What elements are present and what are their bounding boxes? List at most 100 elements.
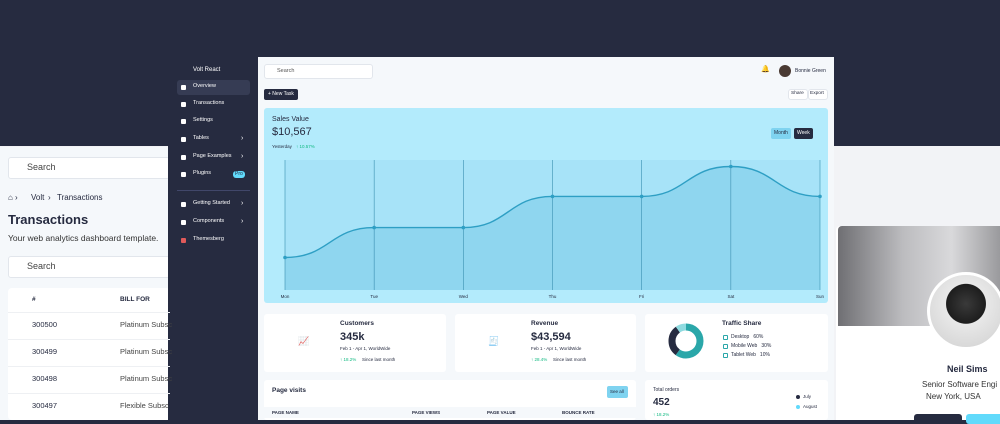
table-header: PAGE NAME <box>272 410 299 415</box>
row-bill: Platinum Subsc <box>120 320 173 329</box>
chevron[interactable]: › <box>241 153 244 160</box>
legend-name: Tablet Web <box>731 352 756 358</box>
donut-segment <box>668 323 704 359</box>
search-placeholder[interactable]: Search <box>27 162 56 172</box>
chevron[interactable]: › <box>241 218 244 225</box>
nav-icon <box>181 85 186 90</box>
chevron[interactable]: › <box>241 200 244 207</box>
nav-icon <box>181 119 186 124</box>
row-separator <box>8 366 170 367</box>
legend-icon <box>723 335 728 340</box>
legend-value: 60% <box>753 334 764 340</box>
revenue-card <box>455 314 636 372</box>
x-tick-label: Thu <box>549 294 557 299</box>
nav-icon <box>181 172 186 177</box>
point <box>372 225 376 230</box>
nav-item[interactable]: Settings <box>193 117 213 123</box>
new-task-label[interactable]: + New Task <box>268 91 294 97</box>
month-toggle[interactable] <box>771 128 791 139</box>
row-bill: Platinum Subsc <box>120 347 173 356</box>
table-header: PAGE VIEWS <box>412 410 441 415</box>
legend-name: Desktop <box>731 334 750 340</box>
nav-item[interactable]: Transactions <box>193 100 225 106</box>
point <box>729 164 733 169</box>
row-separator <box>8 393 170 394</box>
x-tick-label: Tue <box>370 294 378 299</box>
share-button[interactable] <box>788 89 808 100</box>
traffic-title: Traffic Share <box>722 320 762 327</box>
nav-item[interactable]: Overview <box>193 83 216 89</box>
chart-period: Yesterday <box>272 144 292 149</box>
orders-value: 452 <box>653 397 670 408</box>
x-tick-label: Fri <box>639 294 644 299</box>
page-title: Transactions <box>8 212 89 227</box>
breadcrumb[interactable]: Volt <box>31 193 45 202</box>
new-task-button[interactable] <box>264 89 298 100</box>
row-id: 300499 <box>32 347 58 356</box>
nav-icon <box>181 202 186 207</box>
orders-title: Total orders <box>653 387 680 393</box>
connect-button[interactable] <box>914 414 962 424</box>
nav-item[interactable]: Getting Started <box>193 200 230 206</box>
chevron[interactable]: › <box>241 135 244 142</box>
table-header: PAGE VALUE <box>487 410 516 415</box>
table-header: BOUNCE RATE <box>562 410 595 415</box>
week-toggle[interactable] <box>794 128 813 139</box>
week-label[interactable]: Week <box>797 130 810 136</box>
page-visits-title: Page visits <box>272 387 306 394</box>
customers-card <box>264 314 446 372</box>
nav-icon <box>181 155 186 160</box>
active-item-bg <box>177 80 250 95</box>
search-placeholder[interactable]: Search <box>277 68 295 74</box>
search-box[interactable] <box>264 64 373 79</box>
row-separator <box>8 312 170 313</box>
nav-icon <box>181 137 186 142</box>
sales-chart: Mon Tue Wed Thu Fri Sat Sun <box>281 160 824 299</box>
card-period: Feb 1 - Apr 1, WorldWide <box>340 346 391 351</box>
message-button[interactable] <box>966 414 1000 424</box>
nav-item[interactable]: Tables <box>193 135 209 141</box>
nav-item[interactable]: Page Examples <box>193 153 232 159</box>
separator <box>177 190 250 191</box>
brand[interactable]: Volt React <box>193 67 221 73</box>
profile-role: Senior Software Engi <box>922 380 998 389</box>
revenue-icon: 🧾 <box>488 336 500 346</box>
nav-icon <box>181 238 186 243</box>
user-name[interactable]: Bonnie Green <box>795 68 826 74</box>
search-placeholder[interactable]: Search <box>27 261 56 271</box>
table-head-bg <box>264 407 636 418</box>
legend-label: July <box>803 394 812 399</box>
card-title: Revenue <box>531 320 559 327</box>
x-tick-label: Mon <box>281 294 290 299</box>
home-icon[interactable]: ⌂ › <box>8 193 18 202</box>
legend-value: 30% <box>761 343 772 349</box>
nav-item[interactable]: Plugins <box>193 170 212 176</box>
bell-icon[interactable]: 🔔 <box>761 66 770 73</box>
nav-item[interactable]: Themesberg <box>193 236 224 242</box>
card-note: Since last month <box>362 357 396 362</box>
share-label[interactable]: Share <box>791 91 804 96</box>
nav-icon <box>181 102 186 107</box>
see-all-button[interactable] <box>607 386 628 398</box>
donut-segment <box>668 323 704 359</box>
user-avatar[interactable] <box>779 65 791 77</box>
breadcrumb-sep: › <box>48 193 51 202</box>
card-value: 345k <box>340 331 365 343</box>
legend-value: 10% <box>759 352 770 358</box>
export-button[interactable] <box>808 89 828 100</box>
point <box>639 194 644 199</box>
breadcrumb: Transactions <box>57 193 103 202</box>
card-note: Since last month <box>553 357 587 362</box>
export-label[interactable]: Export <box>810 91 824 96</box>
see-all-label[interactable]: See all <box>610 389 624 394</box>
nav-item[interactable]: Components <box>193 218 225 224</box>
chart-value: $10,567 <box>272 126 312 138</box>
row-id: 300500 <box>32 320 58 329</box>
profile-avatar <box>927 272 1000 350</box>
table-header: # <box>32 296 36 303</box>
month-label[interactable]: Month <box>774 130 788 136</box>
row-bill: Platinum Subsc <box>120 374 173 383</box>
traffic-donut <box>668 323 704 359</box>
legend-dot <box>796 405 800 409</box>
